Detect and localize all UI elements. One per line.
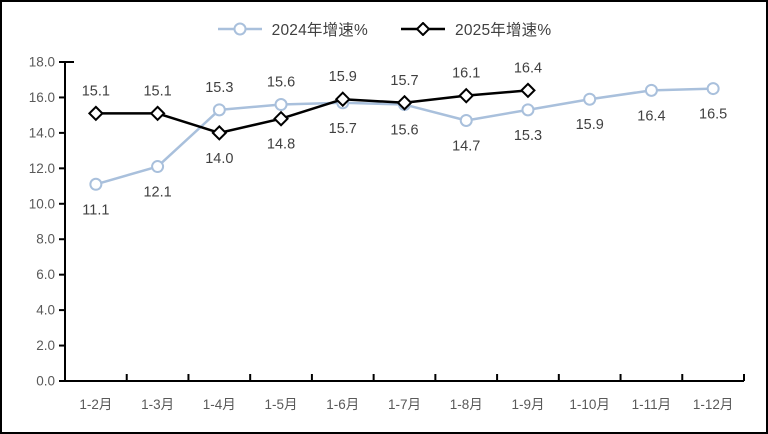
data-point-marker [273,110,289,127]
x-tick-label: 1-12月 [693,397,734,412]
data-point-marker [520,82,536,99]
x-tick-label: 1-7月 [388,397,421,412]
data-label: 15.1 [82,83,110,99]
data-label: 14.7 [452,138,480,154]
legend-circle-marker-icon [233,22,247,36]
series-line-1 [95,89,529,135]
x-tick-label: 1-9月 [511,397,544,412]
data-point-marker [706,82,720,96]
y-tick-label: 2.0 [36,338,55,353]
legend-line-circle-icon [217,22,262,36]
data-label: 12.1 [143,185,171,201]
data-point-marker [644,83,658,97]
y-tick-label: 18.0 [29,55,55,70]
data-point-marker [521,103,535,117]
data-point-marker [89,177,103,191]
y-tick-label: 16.0 [29,90,55,105]
data-point-marker [87,105,104,122]
data-point-marker [583,92,597,106]
data-point-marker [459,113,473,127]
data-label: 15.6 [267,75,295,91]
data-label: 16.4 [637,108,665,124]
y-tick-label: 0.0 [36,374,55,389]
data-point-marker [212,103,226,117]
data-point-marker [274,98,288,112]
x-tick-label: 1-11月 [632,397,672,412]
legend-item-2024: 2024年增速% [217,18,368,40]
data-label: 16.1 [452,66,480,82]
y-tick-label: 4.0 [36,303,55,318]
data-label: 15.9 [576,117,604,133]
data-label: 15.1 [143,83,171,99]
data-label: 15.7 [329,121,357,137]
x-tick-label: 1-8月 [450,397,483,412]
data-point-marker [334,91,351,108]
data-label: 16.5 [699,107,727,123]
legend-item-2025: 2025年增速% [400,18,551,40]
x-tick-label: 1-4月 [203,397,236,412]
data-label: 16.4 [514,60,542,76]
data-point-marker [211,124,228,141]
y-tick-label: 12.0 [29,161,55,176]
legend-line-diamond-icon [401,22,445,36]
x-tick-label: 1-5月 [265,397,298,412]
x-tick-label: 1-10月 [569,397,610,412]
data-label: 14.8 [267,137,295,153]
y-tick-label: 10.0 [29,196,55,211]
x-tick-label: 1-2月 [79,397,112,412]
data-label: 15.9 [329,69,357,85]
y-tick-label: 14.0 [29,125,55,140]
data-label: 15.6 [390,123,418,139]
legend: 2024年增速% 2025年增速% [2,18,766,40]
x-tick-label: 1-6月 [326,397,359,412]
data-label: 11.1 [82,202,109,218]
data-point-marker [458,87,475,104]
data-label: 15.3 [205,80,233,96]
y-tick-label: 6.0 [36,267,55,282]
legend-label-2024: 2024年增速% [271,22,368,39]
data-label: 15.3 [514,128,542,144]
data-point-marker [151,160,165,174]
legend-diamond-marker-icon [415,22,431,36]
legend-label-2025: 2025年增速% [455,22,552,39]
data-point-marker [149,105,166,122]
data-point-marker [396,94,413,111]
x-tick-label: 1-3月 [141,397,174,412]
data-label: 15.7 [390,73,418,89]
data-label: 14.0 [205,151,233,167]
y-tick-label: 8.0 [36,232,55,247]
